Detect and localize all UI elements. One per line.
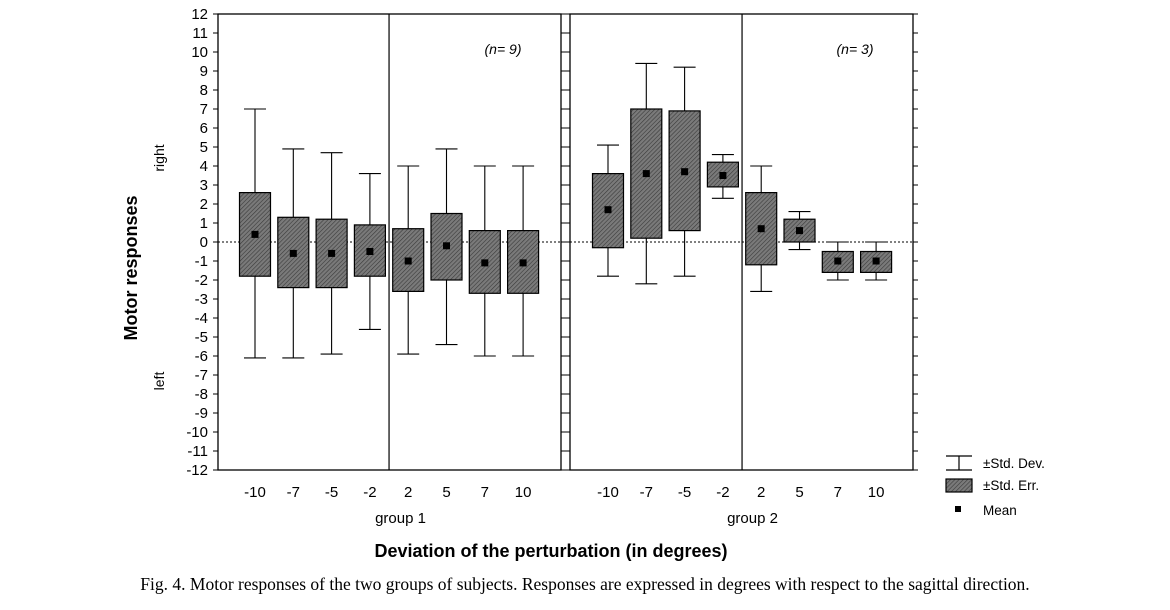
box--7: [277, 148, 310, 359]
y-tick-label: -1: [195, 253, 208, 270]
y-tick-label: -5: [195, 329, 208, 346]
y-tick-label: 1: [200, 215, 208, 232]
mean-marker: [366, 248, 374, 255]
y-tick-label: -9: [195, 405, 208, 422]
panel-1: (n= 9) -10 -7 -5 -2 2 5 7 10 group 1: [213, 13, 566, 527]
box--7: [630, 62, 663, 285]
whisker-icon: [946, 455, 972, 471]
x-tick-label: -10: [597, 484, 619, 501]
x-tick-label: 5: [442, 484, 450, 501]
box-10: [859, 241, 893, 281]
x-tick-label: 7: [481, 484, 489, 501]
mean-marker: [719, 172, 727, 179]
mean-marker: [834, 257, 842, 265]
mean-marker: [289, 249, 297, 257]
box-7: [468, 165, 501, 357]
legend-std-err: ±Std. Err.: [945, 478, 1039, 493]
y-tick-label: 6: [200, 120, 208, 137]
box-5: [783, 211, 816, 251]
mean-marker: [328, 249, 336, 257]
y-tick-label: 5: [200, 139, 208, 156]
legend-mean: Mean: [955, 503, 1017, 518]
hatched-box-icon: [945, 478, 973, 493]
x-tick-label: 10: [515, 484, 532, 501]
box--10: [591, 144, 625, 277]
x-tick-label: 7: [834, 484, 842, 501]
mean-marker: [481, 259, 489, 267]
legend-label: ±Std. Err.: [983, 478, 1039, 493]
y-tick-label: -4: [195, 310, 208, 327]
y-tick-label: -8: [195, 386, 208, 403]
y-axis-label: Motor responses: [121, 195, 141, 340]
y-tick-label: -6: [195, 348, 208, 365]
x-tick-label: 2: [404, 484, 412, 501]
mean-marker: [251, 230, 259, 238]
group-label: group 2: [727, 510, 778, 527]
y-tick-label: -12: [186, 462, 208, 479]
mean-marker: [642, 170, 650, 178]
n-label: (n= 9): [485, 41, 522, 57]
x-tick-label: -2: [363, 484, 376, 501]
y-tick-label: -11: [187, 443, 208, 460]
x-tick-label: -2: [716, 484, 729, 501]
x-tick-label: 10: [868, 484, 885, 501]
box--5: [315, 152, 348, 355]
y-tick-label: 8: [200, 82, 208, 99]
x-axis-label: Deviation of the perturbation (in degree…: [374, 541, 727, 561]
legend-std-dev: ±Std. Dev.: [946, 455, 1045, 471]
y-tick-label: 11: [192, 25, 208, 42]
y-tick-label: 12: [191, 6, 208, 23]
x-tick-label: 2: [757, 484, 765, 501]
x-tick-label: 5: [795, 484, 803, 501]
box--10: [238, 108, 272, 359]
x-tick-label: -7: [287, 484, 300, 501]
box-2: [745, 165, 778, 292]
mean-marker: [872, 257, 880, 265]
legend-label: Mean: [983, 503, 1017, 518]
x-tick-label: -5: [325, 484, 338, 501]
y-axis-right-label: right: [151, 144, 167, 171]
y-axis-left-label: left: [151, 372, 167, 391]
box-10: [507, 165, 540, 357]
y-tick-label: 9: [200, 63, 208, 80]
box-7: [821, 241, 854, 281]
mean-marker: [604, 206, 612, 214]
mean-marker: [404, 257, 412, 265]
y-tick-label: -7: [195, 367, 208, 384]
x-tick-label: -10: [244, 484, 266, 501]
mean-marker: [681, 168, 689, 176]
y-tick-label: -3: [195, 291, 208, 308]
plot-panels: (n= 9) -10 -7 -5 -2 2 5 7 10 group 1 (n= 3) -10 -7 -5…: [213, 13, 918, 527]
y-tick-label: -2: [195, 272, 208, 289]
box--2: [353, 173, 386, 330]
x-tick-label: -5: [678, 484, 691, 501]
box--2: [706, 154, 740, 199]
group-label: group 1: [375, 510, 426, 527]
box-2: [392, 165, 425, 355]
x-tick-label: -7: [640, 484, 653, 501]
y-tick-label: 10: [191, 44, 208, 61]
figure-caption: Fig. 4. Motor responses of the two group…: [140, 574, 1029, 594]
y-tick-label: 4: [200, 158, 208, 175]
box-5: [430, 148, 463, 346]
mean-marker: [796, 227, 803, 235]
legend: ±Std. Dev. ±Std. Err. Mean: [945, 455, 1045, 518]
mean-marker: [757, 225, 765, 233]
y-tick-label: 3: [200, 177, 208, 194]
y-axis-ticks: 1211109876543210-1-2-3-4-5-6-7-8-9-10-11…: [186, 6, 208, 479]
mean-marker: [443, 242, 450, 250]
y-tick-label: 0: [200, 234, 208, 251]
y-tick-label: 2: [200, 196, 208, 213]
y-tick-label: -10: [186, 424, 208, 441]
mean-marker: [519, 259, 527, 267]
n-label: (n= 3): [837, 41, 874, 57]
box--5: [668, 66, 701, 277]
square-marker-icon: [955, 506, 961, 512]
y-tick-label: 7: [200, 101, 208, 118]
legend-label: ±Std. Dev.: [983, 456, 1045, 471]
panel-2: (n= 3) -10 -7 -5 -2 2 5 7 10 group 2: [565, 13, 918, 527]
